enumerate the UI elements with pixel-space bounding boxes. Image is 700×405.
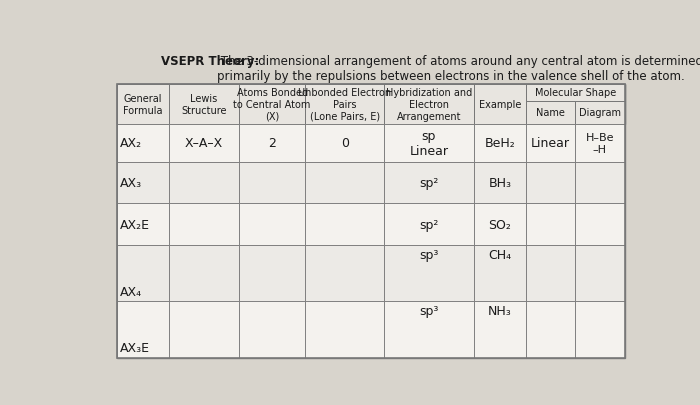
Bar: [526, 245, 575, 302]
Bar: [305, 204, 384, 245]
Bar: [305, 125, 384, 162]
Bar: [169, 204, 239, 245]
Bar: [526, 162, 575, 204]
Bar: [474, 162, 526, 204]
Bar: [384, 85, 474, 125]
Text: AX₂E: AX₂E: [120, 218, 150, 231]
Bar: [526, 204, 575, 245]
Text: sp²: sp²: [419, 218, 438, 231]
Text: 2: 2: [268, 137, 276, 150]
Bar: [575, 245, 624, 302]
Bar: [575, 102, 624, 125]
Text: BH₃: BH₃: [489, 177, 511, 190]
Bar: [384, 302, 474, 358]
Bar: [474, 85, 526, 125]
Bar: [117, 85, 169, 125]
Bar: [526, 125, 575, 162]
Bar: [575, 125, 624, 162]
Bar: [384, 125, 474, 162]
Text: CH₄: CH₄: [489, 248, 512, 261]
Bar: [117, 245, 169, 302]
Bar: [169, 302, 239, 358]
Text: AX₂: AX₂: [120, 137, 142, 150]
Text: sp³: sp³: [419, 305, 438, 318]
Text: sp
Linear: sp Linear: [410, 130, 448, 158]
Text: Lewis
Structure: Lewis Structure: [181, 94, 227, 115]
Bar: [384, 162, 474, 204]
Text: BeH₂: BeH₂: [484, 137, 515, 150]
Bar: [169, 85, 239, 125]
Bar: [526, 85, 624, 102]
Text: NH₃: NH₃: [488, 305, 512, 318]
Text: Molecular Shape: Molecular Shape: [535, 88, 616, 98]
Text: 0: 0: [341, 137, 349, 150]
Bar: [169, 125, 239, 162]
Bar: [117, 162, 169, 204]
Bar: [117, 85, 624, 358]
Bar: [384, 245, 474, 302]
Bar: [239, 302, 305, 358]
Bar: [305, 85, 384, 125]
Text: sp³: sp³: [419, 248, 438, 261]
Bar: [117, 125, 169, 162]
Text: Unbonded Electron
Pairs
(Lone Pairs, E): Unbonded Electron Pairs (Lone Pairs, E): [298, 88, 391, 121]
Text: Example: Example: [479, 100, 521, 110]
Text: H–Be
–H: H–Be –H: [586, 133, 614, 154]
Bar: [526, 302, 575, 358]
Bar: [117, 85, 624, 358]
Text: The 3-dimensional arrangement of atoms around any central atom is determined
pri: The 3-dimensional arrangement of atoms a…: [217, 55, 700, 83]
Text: Atoms Bonded
to Central Atom
(X): Atoms Bonded to Central Atom (X): [234, 88, 311, 121]
Bar: [239, 85, 305, 125]
Bar: [117, 302, 169, 358]
Text: AX₃E: AX₃E: [120, 341, 150, 354]
Bar: [239, 162, 305, 204]
Bar: [239, 125, 305, 162]
Text: Name: Name: [536, 108, 565, 118]
Bar: [384, 204, 474, 245]
Bar: [305, 245, 384, 302]
Text: Linear: Linear: [531, 137, 570, 150]
Bar: [575, 162, 624, 204]
Bar: [117, 204, 169, 245]
Bar: [117, 85, 624, 125]
Text: Diagram: Diagram: [579, 108, 621, 118]
Text: General
Formula: General Formula: [123, 94, 163, 115]
Bar: [169, 245, 239, 302]
Bar: [169, 162, 239, 204]
Bar: [474, 204, 526, 245]
Text: Hybridization and
Electron
Arrangement: Hybridization and Electron Arrangement: [386, 88, 472, 121]
Text: sp²: sp²: [419, 177, 438, 190]
Bar: [526, 102, 575, 125]
Bar: [239, 204, 305, 245]
Text: X–A–X: X–A–X: [185, 137, 223, 150]
Bar: [239, 245, 305, 302]
Bar: [575, 302, 624, 358]
Bar: [474, 125, 526, 162]
Text: AX₄: AX₄: [120, 285, 142, 298]
Bar: [575, 204, 624, 245]
Text: SO₂: SO₂: [489, 218, 511, 231]
Text: VSEPR Theory:: VSEPR Theory:: [161, 55, 260, 68]
Bar: [305, 162, 384, 204]
Bar: [305, 302, 384, 358]
Text: AX₃: AX₃: [120, 177, 142, 190]
Bar: [474, 302, 526, 358]
Bar: [474, 245, 526, 302]
